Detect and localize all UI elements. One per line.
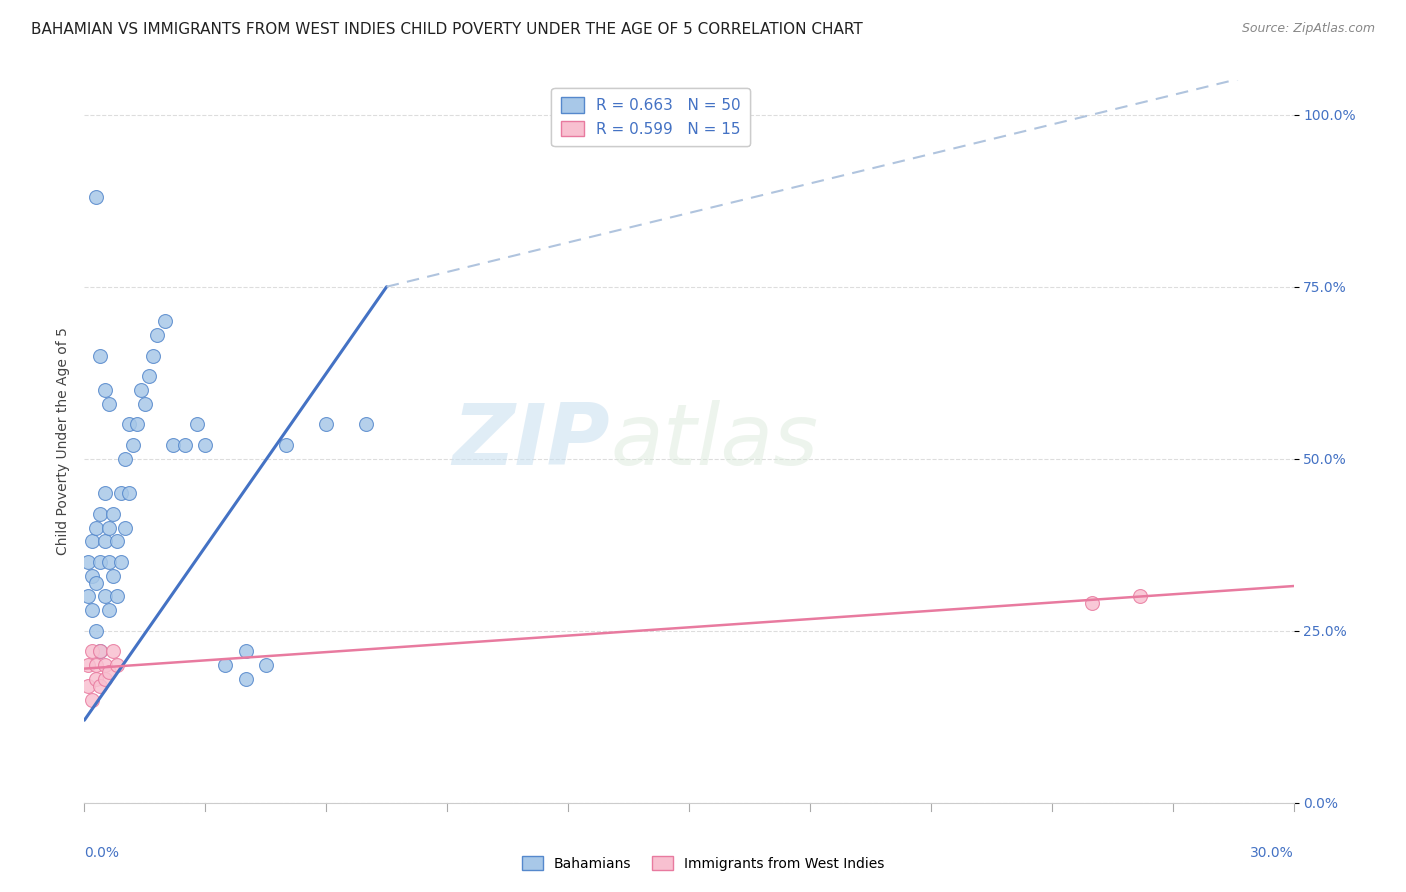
Point xyxy=(274,438,297,452)
Legend: R = 0.663   N = 50, R = 0.599   N = 15: R = 0.663 N = 50, R = 0.599 N = 15 xyxy=(551,88,749,146)
Point xyxy=(86,624,108,638)
Text: atlas: atlas xyxy=(610,400,818,483)
Point xyxy=(97,520,120,534)
Point xyxy=(77,658,100,673)
Point xyxy=(93,658,115,673)
Point xyxy=(86,190,108,204)
Text: BAHAMIAN VS IMMIGRANTS FROM WEST INDIES CHILD POVERTY UNDER THE AGE OF 5 CORRELA: BAHAMIAN VS IMMIGRANTS FROM WEST INDIES … xyxy=(31,22,863,37)
Point xyxy=(142,349,165,363)
Point xyxy=(1129,590,1152,604)
Point xyxy=(254,658,277,673)
Legend: Bahamians, Immigrants from West Indies: Bahamians, Immigrants from West Indies xyxy=(516,850,890,876)
Point xyxy=(86,672,108,686)
Point xyxy=(82,603,104,617)
Point xyxy=(97,665,120,679)
Point xyxy=(82,692,104,706)
Point xyxy=(77,555,100,569)
Point xyxy=(118,486,141,500)
Point xyxy=(186,417,208,432)
Point xyxy=(1081,596,1104,610)
Point xyxy=(101,644,124,658)
Point xyxy=(174,438,197,452)
Point xyxy=(86,520,108,534)
Point xyxy=(235,644,257,658)
Text: Source: ZipAtlas.com: Source: ZipAtlas.com xyxy=(1241,22,1375,36)
Point xyxy=(105,534,128,549)
Point xyxy=(82,568,104,582)
Point xyxy=(114,451,136,466)
Point xyxy=(356,417,378,432)
Point xyxy=(121,438,143,452)
Point xyxy=(93,534,115,549)
Point xyxy=(89,679,111,693)
Point xyxy=(110,486,132,500)
Point xyxy=(114,520,136,534)
Point xyxy=(105,590,128,604)
Point xyxy=(97,603,120,617)
Point xyxy=(77,590,100,604)
Point xyxy=(129,383,152,397)
Point xyxy=(93,486,115,500)
Point xyxy=(89,644,111,658)
Y-axis label: Child Poverty Under the Age of 5: Child Poverty Under the Age of 5 xyxy=(56,327,70,556)
Point xyxy=(82,644,104,658)
Point xyxy=(97,555,120,569)
Point xyxy=(101,568,124,582)
Point xyxy=(89,644,111,658)
Point xyxy=(125,417,148,432)
Text: 30.0%: 30.0% xyxy=(1250,847,1294,860)
Text: 0.0%: 0.0% xyxy=(84,847,120,860)
Point xyxy=(315,417,337,432)
Point xyxy=(86,575,108,590)
Point xyxy=(153,314,176,328)
Point xyxy=(82,534,104,549)
Point xyxy=(97,397,120,411)
Point xyxy=(214,658,236,673)
Point xyxy=(105,658,128,673)
Point xyxy=(134,397,156,411)
Point xyxy=(101,507,124,521)
Point xyxy=(89,507,111,521)
Point xyxy=(235,672,257,686)
Point xyxy=(77,679,100,693)
Point xyxy=(138,369,160,384)
Point xyxy=(86,658,108,673)
Point xyxy=(93,590,115,604)
Point xyxy=(93,672,115,686)
Text: ZIP: ZIP xyxy=(453,400,610,483)
Point xyxy=(110,555,132,569)
Point xyxy=(146,327,169,342)
Point xyxy=(93,383,115,397)
Point xyxy=(194,438,217,452)
Point xyxy=(162,438,184,452)
Point xyxy=(89,349,111,363)
Point xyxy=(118,417,141,432)
Point xyxy=(89,555,111,569)
